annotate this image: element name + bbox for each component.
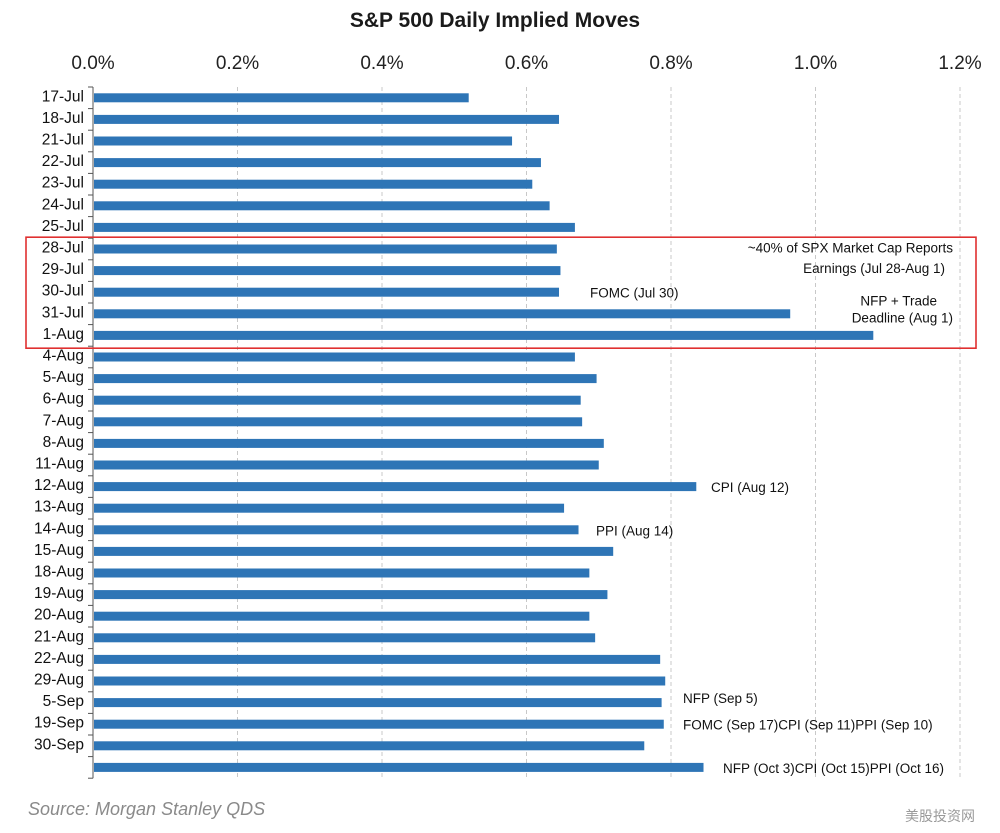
category-label: 14-Aug	[34, 520, 84, 537]
x-tick-label: 0.0%	[71, 53, 114, 74]
gridlines	[237, 87, 961, 779]
annotation: CPI (Aug 12)	[711, 480, 789, 495]
category-label: 18-Jul	[42, 110, 84, 127]
bar	[94, 222, 575, 232]
category-label: 29-Jul	[42, 261, 84, 278]
category-label: 19-Aug	[34, 585, 84, 602]
category-label: 1-Aug	[43, 326, 84, 343]
category-label: 11-Aug	[35, 456, 84, 473]
bar	[94, 330, 874, 340]
bar	[94, 525, 579, 535]
annotation: Earnings (Jul 28-Aug 1)	[803, 261, 945, 276]
category-label: 4-Aug	[43, 348, 84, 365]
bar	[94, 309, 791, 319]
x-tick-label: 0.4%	[360, 53, 403, 74]
category-label: 21-Aug	[34, 628, 84, 645]
category-label: 8-Aug	[43, 434, 84, 451]
bar	[94, 244, 557, 254]
category-labels: 17-Jul 18-Jul 21-Jul 22-Jul 23-Jul 24-Jul 25-J…	[34, 88, 84, 753]
bar	[94, 676, 666, 686]
bar	[94, 93, 469, 103]
bar	[94, 546, 614, 556]
category-label: 19-Sep	[34, 715, 84, 732]
bar	[94, 417, 583, 427]
bar	[94, 179, 533, 189]
bar	[94, 438, 604, 448]
annotation: NFP + Trade	[860, 293, 937, 308]
category-label: 5-Sep	[43, 693, 84, 710]
category-label: 21-Jul	[42, 132, 84, 149]
category-label: 12-Aug	[34, 477, 84, 494]
bar	[94, 352, 575, 362]
bar	[94, 633, 596, 643]
bar	[94, 719, 664, 729]
bars	[94, 93, 874, 772]
bar	[94, 395, 581, 405]
bar	[94, 460, 599, 470]
x-tick-label: 0.8%	[649, 53, 692, 74]
bar	[94, 568, 590, 578]
category-label: 20-Aug	[34, 607, 84, 624]
bar	[94, 287, 560, 297]
category-label: 24-Jul	[42, 196, 84, 213]
bar	[94, 482, 697, 492]
category-label: 22-Aug	[34, 650, 84, 667]
category-label: 29-Aug	[34, 672, 84, 689]
bar	[94, 741, 645, 751]
category-label: 31-Jul	[42, 304, 84, 321]
x-axis-ticks: 0.0% 0.2% 0.4% 0.6% 0.8% 1.0% 1.2%	[71, 53, 981, 74]
bar	[94, 201, 550, 211]
annotation: NFP (Oct 3)CPI (Oct 15)PPI (Oct 16)	[723, 761, 944, 776]
x-tick-label: 1.2%	[938, 53, 981, 74]
y-axis	[88, 86, 94, 779]
bar	[94, 136, 513, 146]
bar	[94, 654, 661, 664]
annotation: FOMC (Jul 30)	[590, 286, 679, 301]
annotation: NFP (Sep 5)	[683, 691, 758, 706]
category-label: 22-Jul	[42, 153, 84, 170]
bar	[94, 374, 597, 384]
category-label: 30-Sep	[34, 736, 84, 753]
annotations: ~40% of SPX Market Cap Reports Earnings (…	[590, 241, 953, 776]
category-label: 6-Aug	[43, 391, 84, 408]
bar	[94, 698, 662, 708]
bar	[94, 114, 560, 124]
bar	[94, 158, 541, 168]
category-label: 18-Aug	[34, 564, 84, 581]
watermark: 美股投资网	[905, 809, 975, 825]
category-label: 28-Jul	[42, 240, 84, 257]
chart-title: S&P 500 Daily Implied Moves	[350, 9, 640, 32]
annotation: ~40% of SPX Market Cap Reports	[748, 241, 953, 256]
bar	[94, 503, 565, 513]
category-label: 30-Jul	[42, 283, 84, 300]
bar	[94, 762, 704, 772]
x-tick-label: 1.0%	[794, 53, 837, 74]
highlight-box	[25, 236, 977, 349]
category-label: 5-Aug	[43, 369, 84, 386]
category-label: 25-Jul	[42, 218, 84, 235]
annotation: PPI (Aug 14)	[596, 523, 673, 538]
category-label: 7-Aug	[43, 412, 84, 429]
annotation: FOMC (Sep 17)CPI (Sep 11)PPI (Sep 10)	[683, 718, 933, 733]
x-tick-label: 0.2%	[216, 53, 259, 74]
category-label: 13-Aug	[34, 499, 84, 516]
category-label: 23-Jul	[42, 175, 84, 192]
x-tick-label: 0.6%	[505, 53, 548, 74]
category-label: 17-Jul	[42, 88, 84, 105]
source-note: Source: Morgan Stanley QDS	[28, 799, 265, 819]
category-label: 15-Aug	[34, 542, 84, 559]
annotation: Deadline (Aug 1)	[852, 310, 953, 325]
bar	[94, 590, 608, 600]
bar	[94, 611, 590, 621]
bar	[94, 266, 561, 276]
